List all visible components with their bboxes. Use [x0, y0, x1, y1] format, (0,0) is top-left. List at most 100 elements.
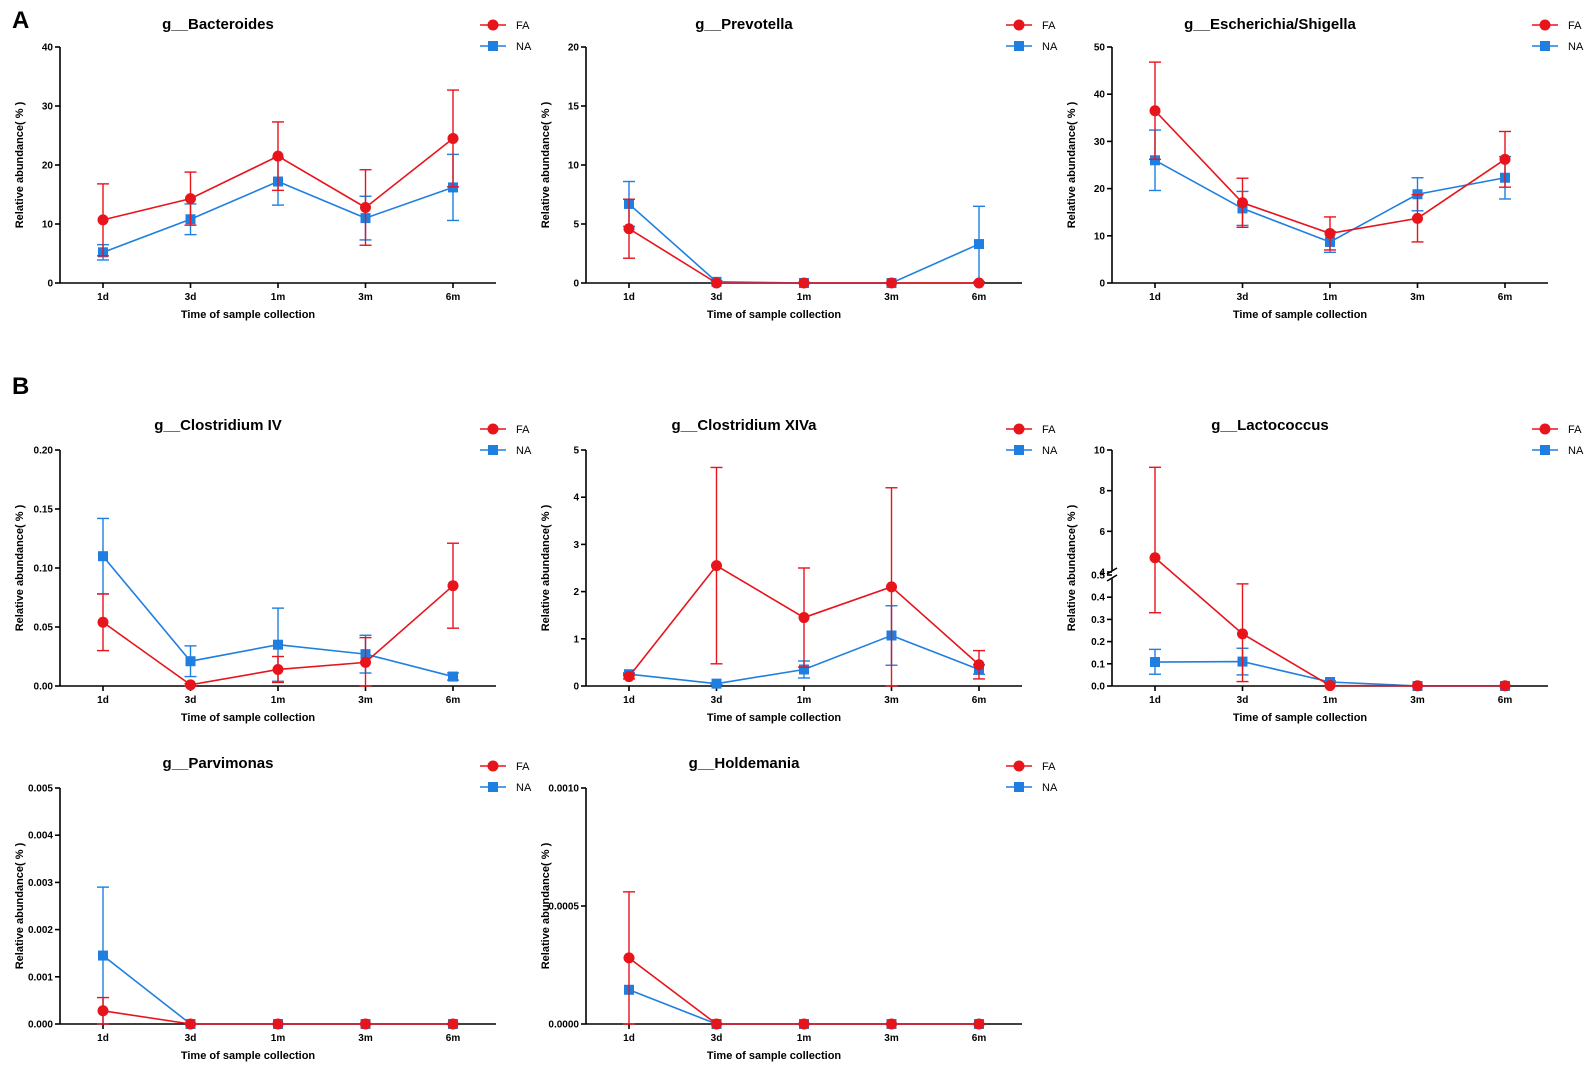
legend-marker-fa	[487, 19, 499, 31]
data-point	[886, 1018, 897, 1030]
legend-label-fa: FA	[1042, 20, 1056, 32]
legend-marker-fa	[487, 423, 499, 435]
x-tick-label: 1m	[1323, 292, 1338, 303]
data-point	[798, 612, 810, 624]
legend-label-fa: FA	[1042, 424, 1056, 436]
y-tick-label: 0.005	[28, 784, 53, 795]
data-point	[97, 1005, 109, 1017]
data-point	[185, 656, 196, 667]
y-axis-label: Relative abundance( % )	[540, 504, 552, 631]
legend-marker-na	[488, 445, 498, 455]
x-axis-label: Time of sample collection	[1233, 309, 1368, 321]
chart-g-clostridium-xiva: g__Clostridium XIVa 0 1 2 3 4 5 1d 3d 1m 3m 6m Time …	[540, 417, 1058, 724]
legend-label-na: NA	[516, 445, 532, 457]
chart-g-clostridium-iv: g__Clostridium IV 0.00 0.05 0.10 0.15 0.20 1d 3…	[14, 417, 532, 724]
y-tick-label: 0.0	[1091, 682, 1105, 693]
y-tick-label: 2	[573, 587, 579, 598]
data-point	[272, 1018, 284, 1030]
x-tick-label: 3d	[1237, 292, 1249, 303]
data-point	[272, 150, 284, 162]
data-point	[185, 193, 196, 205]
legend-marker-na	[1014, 41, 1024, 51]
x-axis-label: Time of sample collection	[707, 309, 842, 321]
legend-marker-na	[488, 782, 498, 792]
y-tick-label: 20	[1094, 184, 1106, 195]
series-fa	[623, 891, 985, 1030]
y-tick-label: 40	[42, 43, 54, 54]
y-tick-label: 0.0005	[548, 902, 579, 913]
y-tick-label: 1	[573, 634, 579, 645]
chart-g-parvimonas: g__Parvimonas 0.000 0.001 0.002 0.003 0.004 0.…	[14, 755, 532, 1062]
y-tick-label: 0.00	[34, 682, 54, 693]
data-point	[798, 1018, 810, 1030]
data-point	[973, 659, 985, 671]
y-tick-label: 0.10	[34, 564, 54, 575]
data-point	[1324, 680, 1336, 692]
x-tick-label: 3m	[358, 695, 373, 706]
y-axis-label: Relative abundance( % )	[14, 101, 26, 228]
data-point	[1412, 680, 1423, 692]
series-na	[623, 180, 985, 288]
x-tick-label: 3m	[1410, 292, 1425, 303]
data-point	[448, 671, 458, 682]
y-tick-label: 0.4	[1091, 593, 1105, 604]
x-axis-label: Time of sample collection	[181, 1050, 316, 1062]
series-line	[628, 228, 979, 284]
y-tick-label: 30	[1094, 137, 1106, 148]
legend: FA NA	[480, 760, 532, 794]
x-axis-label: Time of sample collection	[707, 712, 842, 724]
data-point	[1150, 155, 1160, 166]
x-axis-label: Time of sample collection	[707, 1050, 842, 1062]
x-tick-label: 1m	[271, 1033, 286, 1044]
chart-g-escherichia-shigella: g__Escherichia/Shigella 0 10 20 30 40 50 1d 3d 1m…	[1066, 16, 1584, 321]
series-line	[1154, 110, 1506, 235]
y-tick-label: 5	[573, 446, 579, 457]
data-point	[1412, 212, 1423, 224]
panel-letter-a: A	[12, 7, 29, 34]
y-tick-label: 50	[1094, 43, 1106, 54]
legend-label-na: NA	[516, 41, 532, 53]
y-tick-label: 8	[1099, 486, 1105, 497]
x-tick-label: 3d	[1237, 695, 1249, 706]
chart-g-holdemania: g__Holdemania 0.0000 0.0005 0.0010 1d 3d 1m 3m 6…	[540, 755, 1058, 1062]
series-line	[1154, 557, 1505, 687]
x-tick-label: 3m	[1410, 695, 1425, 706]
x-tick-label: 1m	[797, 695, 812, 706]
y-tick-label: 0	[573, 682, 579, 693]
series-fa	[97, 89, 459, 257]
legend-marker-fa	[1539, 19, 1551, 31]
x-tick-label: 1d	[623, 695, 635, 706]
x-tick-label: 6m	[446, 1033, 461, 1044]
chart-title: g__Escherichia/Shigella	[1184, 16, 1356, 33]
data-point	[447, 580, 459, 592]
data-point	[98, 551, 108, 562]
y-tick-label: 10	[42, 220, 54, 231]
legend: FA NA	[1006, 760, 1058, 794]
y-tick-label: 4	[1099, 568, 1105, 579]
x-tick-label: 1d	[97, 292, 109, 303]
legend-label-na: NA	[1568, 445, 1584, 457]
x-tick-label: 3d	[711, 1033, 723, 1044]
legend-label-na: NA	[1042, 41, 1058, 53]
y-axis-label: Relative abundance( % )	[1066, 101, 1078, 228]
series-fa	[97, 542, 459, 691]
y-tick-label: 0	[1099, 279, 1105, 290]
data-point	[623, 223, 635, 235]
y-tick-label: 15	[568, 102, 580, 113]
series-fa	[623, 466, 985, 687]
axis-break-mark	[1106, 574, 1118, 582]
legend-label-fa: FA	[1568, 424, 1582, 436]
chart-g-bacteroides: g__Bacteroides 0 10 20 30 40 1d 3d 1m 3m 6m Time of…	[14, 16, 532, 321]
legend: FA NA	[1532, 19, 1584, 53]
data-point	[798, 277, 810, 289]
data-point	[1149, 105, 1161, 117]
x-tick-label: 3m	[358, 1033, 373, 1044]
chart-title: g__Parvimonas	[163, 755, 274, 772]
y-axis-label: Relative abundance( % )	[540, 842, 552, 969]
y-tick-label: 0.3	[1091, 615, 1105, 626]
y-tick-label: 0.0000	[548, 1020, 579, 1031]
panel-letter-b: B	[12, 373, 29, 400]
data-point	[799, 664, 809, 675]
series-fa	[1149, 466, 1511, 692]
chart-title: g__Clostridium IV	[154, 417, 282, 434]
